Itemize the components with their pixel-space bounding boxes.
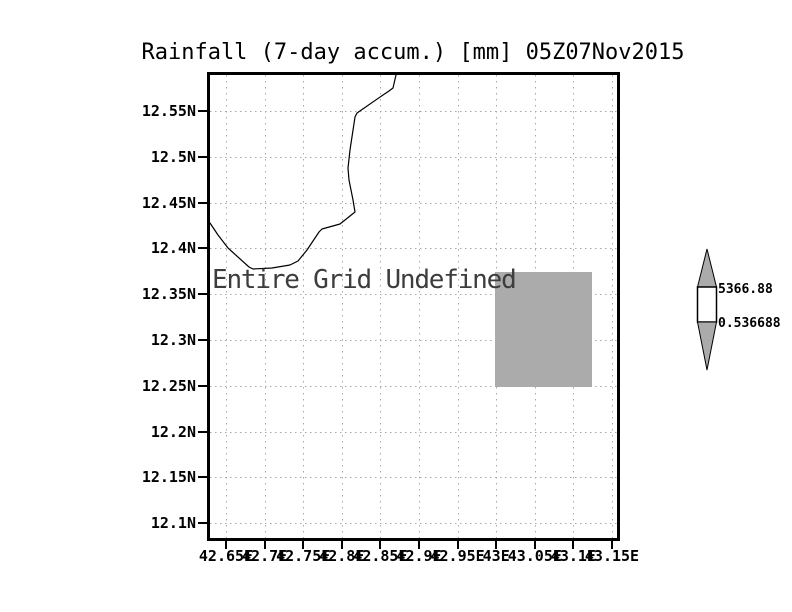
colorbar-upper-arrow-icon [696,248,718,288]
y-tick-label: 12.35N [141,285,196,304]
y-grid-line [210,294,617,296]
x-grid-line [380,75,382,538]
x-grid-line [264,75,266,538]
y-axis-tick [198,384,207,387]
y-tick-label: 12.1N [150,514,196,533]
y-axis-tick [198,430,207,433]
y-axis-tick [198,155,207,158]
colorbar-max-label: 5366.88 [718,282,773,297]
y-tick-label: 12.4N [150,239,196,258]
x-axis-tick [263,541,266,549]
plot-title: Rainfall (7-day accum.) [mm] 05Z07Nov201… [141,40,685,65]
y-axis-tick [198,476,207,479]
y-tick-label: 12.25N [141,376,196,395]
x-tick-label: 43.1E [550,547,596,565]
colorbar-lower-arrow-icon [696,321,718,371]
colorbar-box [696,286,718,323]
x-tick-label: 42.95E [430,547,485,565]
y-grid-line [210,523,617,525]
x-axis-tick [340,541,343,549]
x-grid-line [303,75,305,538]
x-tick-label: 42.7E [242,547,288,565]
x-axis-tick [533,541,536,549]
y-tick-label: 12.3N [150,331,196,349]
shaded-region [495,272,592,387]
y-tick-label: 12.55N [141,102,196,120]
x-grid-line [457,75,459,538]
x-axis-tick [611,541,613,549]
y-grid-line [210,340,617,341]
x-grid-line [341,75,343,538]
x-tick-label: 43.15E [584,547,640,565]
x-axis-tick [225,541,227,549]
y-axis-tick [198,247,207,250]
y-grid-line [210,248,617,250]
y-axis-tick [198,522,207,525]
colorbar [696,248,718,371]
x-tick-label: 42.8E [319,547,365,565]
y-axis-tick [198,110,207,112]
y-grid-line [210,477,617,479]
x-grid-line [419,75,420,538]
x-tick-label: 43E [482,547,510,565]
x-axis-tick [495,541,498,549]
x-axis-tick [418,541,420,549]
y-tick-label: 12.5N [150,147,196,166]
x-axis-tick [456,541,459,549]
y-tick-label: 12.2N [150,422,196,441]
y-grid-line [210,202,617,204]
x-axis-tick [379,541,382,549]
y-axis-tick [198,293,207,296]
x-axis-tick [572,541,575,549]
x-tick-label: 42.9E [396,547,442,565]
x-tick-label: 42.75E [276,547,331,565]
y-grid-line [210,156,617,158]
x-grid-line [612,75,613,538]
y-grid-line [210,385,617,387]
x-axis-tick [302,541,305,549]
y-axis-tick [198,339,207,341]
undefined-annotation: Entire Grid Undefined [212,265,517,295]
y-axis-tick [198,201,207,204]
y-grid-line [210,431,617,433]
y-tick-label: 12.15N [141,468,196,487]
x-tick-label: 42.85E [353,547,408,565]
plot-frame [207,72,620,541]
y-grid-line [210,111,617,112]
colorbar-min-label: 0.536688 [718,316,781,331]
x-grid-line [226,75,227,538]
x-tick-label: 42.65E [198,547,254,565]
x-tick-label: 43.05E [507,547,562,565]
y-tick-label: 12.45N [141,193,196,212]
